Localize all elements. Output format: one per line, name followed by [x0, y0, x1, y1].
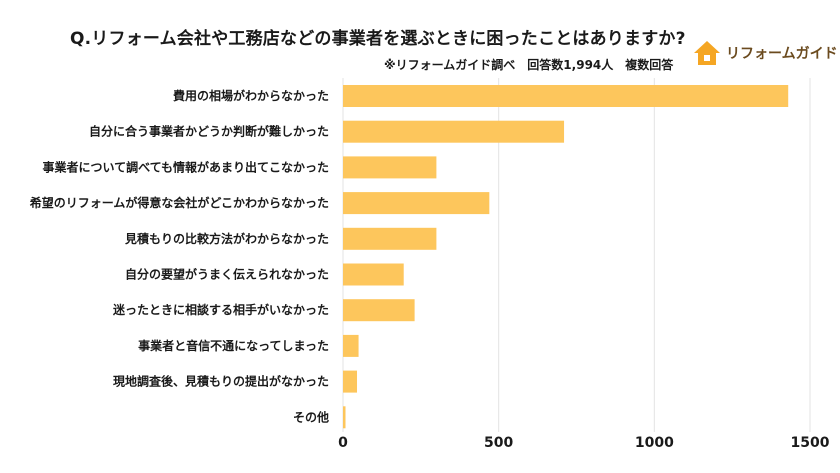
survey-note: ※リフォームガイド調べ 回答数1,994人 複数回答	[384, 58, 674, 72]
x-tick-label-2: 1000	[635, 435, 674, 451]
category-label-8: 現地調査後、見積もりの提出がなかった	[113, 374, 329, 389]
x-tick-label-0: 0	[338, 435, 348, 451]
category-label-9: その他	[293, 409, 329, 424]
category-label-5: 自分の要望がうまく伝えられなかった	[125, 267, 329, 282]
bar-1	[343, 120, 565, 143]
brand-logo[interactable]: リフォームガイド	[692, 38, 838, 68]
category-label-6: 迷ったときに相談する相手がいなかった	[112, 302, 329, 317]
bar-0	[343, 85, 789, 107]
bar-3	[343, 192, 490, 215]
bar-4	[343, 227, 437, 250]
bar-6	[343, 299, 415, 322]
category-label-2: 事業者について調べても情報があまり出てこなかった	[42, 159, 329, 174]
bar-5	[343, 263, 404, 286]
category-label-3: 希望のリフォームが得意な会社がどこかわからなかった	[29, 195, 329, 210]
house-icon	[694, 41, 720, 65]
bar-7	[343, 334, 359, 357]
category-label-7: 事業者と音信不通になってしまった	[138, 338, 329, 353]
bar-8	[343, 370, 358, 393]
category-label-4: 見積もりの比較方法がわからなかった	[124, 231, 329, 246]
bar-9	[343, 406, 346, 429]
category-label-0: 費用の相場がわからなかった	[173, 88, 329, 103]
logo-text: リフォームガイド	[726, 46, 838, 62]
x-tick-label-1: 500	[484, 435, 513, 451]
category-label-1: 自分に合う事業者かどうか判断が難しかった	[89, 124, 329, 139]
x-tick-label-3: 1500	[791, 435, 830, 451]
chart-title: Q.リフォーム会社や工務店などの事業者を選ぶときに困ったことはありますか?	[70, 29, 686, 49]
bar-2	[343, 156, 437, 179]
